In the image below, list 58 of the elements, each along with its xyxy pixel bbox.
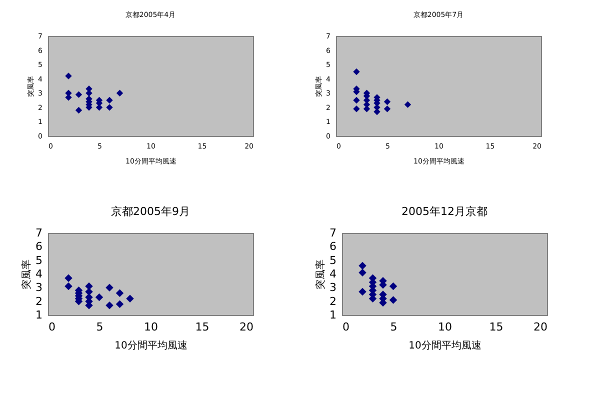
point bbox=[353, 96, 360, 104]
x-tick-label: 5 bbox=[96, 320, 104, 334]
point bbox=[96, 104, 103, 111]
point bbox=[363, 106, 370, 112]
y-tick-label: 7 bbox=[330, 226, 336, 240]
y-tick-label: 1 bbox=[330, 308, 336, 322]
point bbox=[64, 282, 72, 290]
x-tick-label: 15 bbox=[489, 320, 504, 334]
point bbox=[106, 104, 113, 111]
x-tick-label: 15 bbox=[195, 320, 210, 334]
y-tick-label: 3 bbox=[36, 281, 42, 294]
y-tick-label: 6 bbox=[330, 240, 336, 254]
y-tick-label: 2 bbox=[36, 294, 42, 308]
x-tick-label: 0 bbox=[342, 320, 350, 334]
y-tick-label: 6 bbox=[36, 240, 42, 254]
y-tick-label: 7 bbox=[36, 226, 42, 240]
point bbox=[95, 293, 104, 302]
chart-title: 京都2005年9月 bbox=[111, 205, 190, 218]
point bbox=[353, 106, 360, 112]
point bbox=[116, 300, 124, 308]
point bbox=[358, 268, 366, 277]
x-tick-label: 10 bbox=[144, 320, 158, 334]
chart-title: 2005年12月京都 bbox=[402, 205, 488, 218]
point bbox=[384, 98, 391, 106]
point bbox=[404, 101, 412, 108]
point bbox=[358, 262, 366, 270]
y-tick-label: 1 bbox=[36, 308, 42, 322]
point bbox=[65, 94, 72, 101]
point bbox=[75, 91, 82, 98]
point bbox=[384, 106, 391, 112]
x-axis-title: 10分間平均風速 bbox=[114, 340, 188, 352]
point bbox=[106, 96, 113, 104]
point bbox=[64, 274, 72, 282]
point bbox=[126, 294, 134, 302]
x-tick-label: 0 bbox=[48, 320, 56, 334]
point bbox=[106, 284, 114, 292]
y-axis-title: 突風率 bbox=[314, 260, 326, 290]
y-tick-label: 4 bbox=[36, 268, 42, 280]
x-tick-label: 20 bbox=[534, 320, 548, 334]
y-axis-title: 突風率 bbox=[20, 260, 32, 290]
point bbox=[116, 289, 124, 298]
y-tick-label: 5 bbox=[36, 254, 42, 267]
point bbox=[116, 90, 124, 96]
point bbox=[389, 282, 398, 290]
point bbox=[65, 72, 72, 80]
y-tick-label: 5 bbox=[330, 254, 336, 267]
point bbox=[75, 106, 82, 114]
y-tick-label: 4 bbox=[330, 268, 336, 280]
y-tick-label: 3 bbox=[330, 281, 336, 294]
point bbox=[106, 302, 114, 310]
y-tick-label: 2 bbox=[330, 294, 336, 308]
x-tick-label: 20 bbox=[240, 320, 254, 334]
x-axis-title: 10分間平均風速 bbox=[408, 340, 482, 352]
point bbox=[353, 68, 360, 76]
point bbox=[358, 288, 366, 296]
point bbox=[389, 296, 398, 304]
x-tick-label: 10 bbox=[438, 320, 452, 334]
x-tick-label: 5 bbox=[390, 320, 398, 334]
